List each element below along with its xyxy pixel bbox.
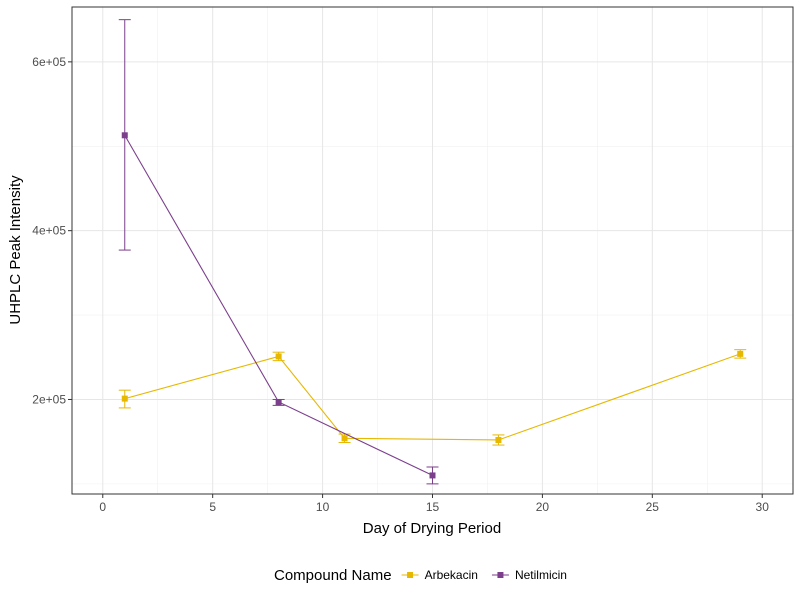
x-tick-label: 20 xyxy=(536,500,550,514)
y-tick-label: 6e+05 xyxy=(32,55,66,69)
x-tick-label: 25 xyxy=(646,500,660,514)
legend-item-netilmicin: Netilmicin xyxy=(491,568,567,582)
data-point xyxy=(495,436,502,443)
series-arbekacin xyxy=(118,349,747,446)
data-point xyxy=(341,435,348,442)
y-tick-label: 4e+05 xyxy=(32,224,66,238)
y-axis-title: UHPLC Peak Intensity xyxy=(7,175,24,325)
legend-label: Arbekacin xyxy=(425,568,478,582)
legend-key-marker xyxy=(407,572,414,578)
data-point xyxy=(275,399,282,406)
x-tick-label: 0 xyxy=(99,500,106,514)
x-axis-title: Day of Drying Period xyxy=(363,520,501,537)
data-point xyxy=(275,353,282,360)
x-tick-label: 10 xyxy=(316,500,330,514)
data-point xyxy=(121,395,128,402)
data-point xyxy=(121,132,128,139)
series-layer xyxy=(118,19,747,485)
legend: Compound Name Arbekacin Netilmicin xyxy=(274,567,567,584)
y-tick-label: 2e+05 xyxy=(32,392,66,406)
series-netilmicin xyxy=(118,19,439,485)
legend-key-marker xyxy=(497,572,504,578)
data-point xyxy=(429,472,436,479)
grid-layer xyxy=(72,7,793,494)
x-tick-label: 15 xyxy=(426,500,440,514)
axis-layer: 0 5 10 15 20 25 30 2e+05 4e+05 6e+05 xyxy=(32,55,769,514)
x-tick-label: 30 xyxy=(756,500,770,514)
legend-title: Compound Name xyxy=(274,567,392,584)
legend-item-arbekacin: Arbekacin xyxy=(401,568,478,582)
legend-label: Netilmicin xyxy=(515,568,567,582)
legend-items: Arbekacin Netilmicin xyxy=(401,568,567,582)
data-point xyxy=(737,350,744,357)
x-tick-label: 5 xyxy=(209,500,216,514)
